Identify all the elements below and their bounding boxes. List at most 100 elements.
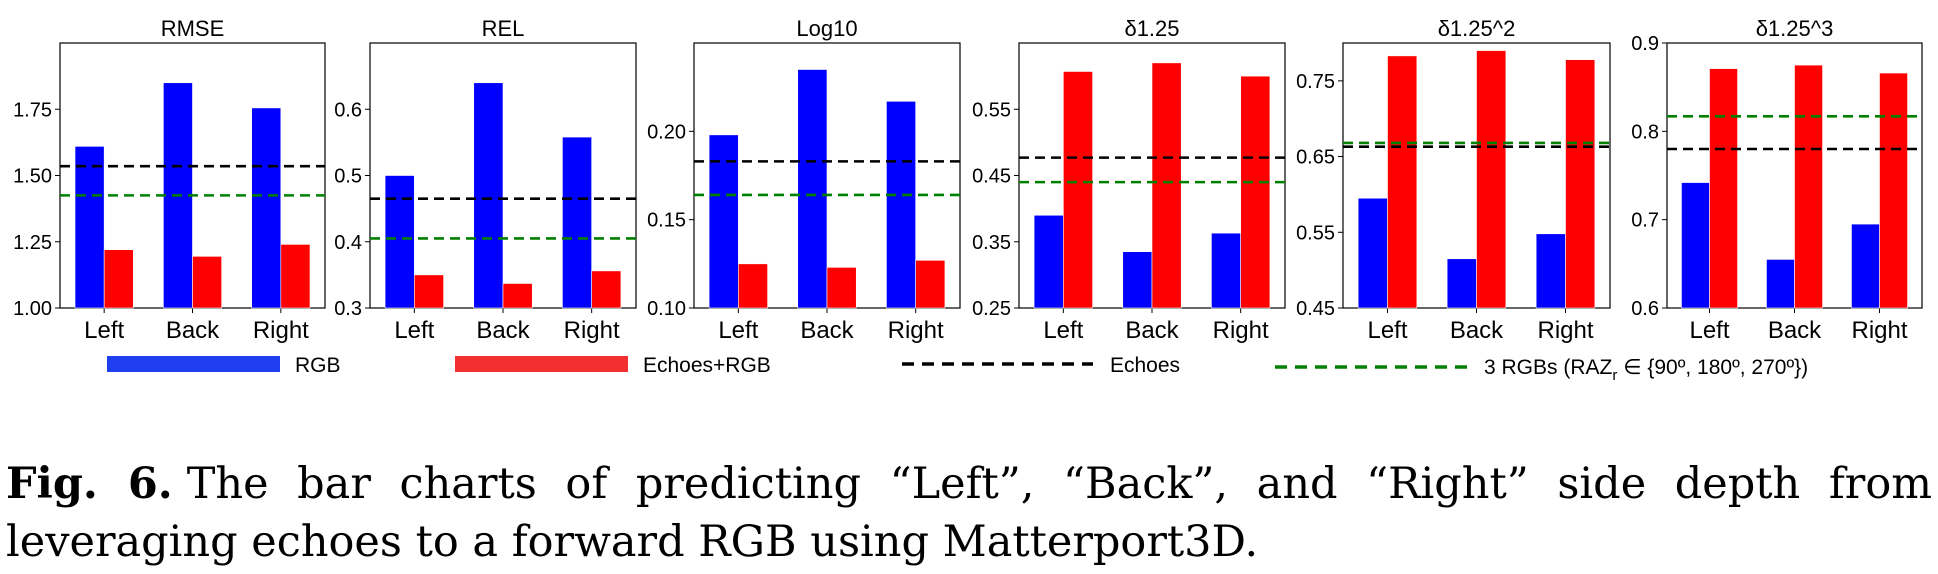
y-tick-label: 0.9 [1631, 33, 1659, 55]
y-tick-label: 1.25 [13, 232, 52, 254]
bar-rgb-right [1851, 223, 1880, 309]
legend-label-echoes: Echoes [1110, 354, 1180, 377]
x-tick-label: Back [800, 317, 854, 344]
bar-echoes-rgb-right [1565, 59, 1596, 309]
bar-echoes-rgb-back [1476, 50, 1507, 309]
legend: RGB Echoes+RGB Echoes 3 RGBs (RAZr ∈ {90… [107, 354, 1808, 384]
x-tick-label: Left [1367, 317, 1407, 344]
x-tick-label: Right [564, 317, 620, 344]
chart-panel-6: δ1.25^3 0.6 0.7 0.8 0.9 Left Back Right [1631, 16, 1923, 344]
x-tick-label: Back [1768, 317, 1822, 344]
y-tick-label: 0.15 [647, 210, 686, 232]
chart-title: REL [482, 16, 525, 41]
y-tick-label: 0.75 [1296, 71, 1335, 93]
y-tick-label: 0.55 [972, 99, 1011, 121]
chart-title: δ1.25 [1124, 16, 1179, 41]
bar-echoes-rgb-left [414, 274, 444, 309]
x-tick-label: Back [1450, 317, 1504, 344]
chart-panel-1: RMSE 1.00 1.25 1.50 1.75 Left Back Right [13, 16, 326, 344]
x-tick-label: Back [166, 317, 220, 344]
y-tick-label: 1.00 [13, 298, 52, 320]
bar-echoes-rgb-right [915, 259, 946, 309]
y-tick-label: 0.5 [334, 166, 362, 188]
x-tick-label: Back [476, 317, 530, 344]
bar-rgb-back [1446, 258, 1477, 309]
y-tick-label: 0.45 [1296, 298, 1335, 320]
bar-rgb-right [251, 107, 282, 309]
caption-text: The bar charts of predicting “Left”, “Ba… [6, 459, 1932, 567]
legend-label-3-rgbs: 3 RGBs (RAZr ∈ {90º, 180º, 270º}) [1484, 356, 1808, 384]
y-tick-label: 0.35 [972, 232, 1011, 254]
bar-rgb-right [1211, 232, 1241, 309]
figure-label: Fig. 6. [6, 459, 173, 509]
y-tick-label: 0.65 [1296, 147, 1335, 169]
x-tick-label: Left [1043, 317, 1083, 344]
bar-echoes-rgb-back [502, 283, 533, 309]
bar-echoes-rgb-left [738, 263, 768, 309]
chart-panel-5: δ1.25^2 0.45 0.55 0.65 0.75 Left Back Right [1296, 16, 1611, 344]
y-tick-label: 0.20 [647, 121, 686, 143]
bar-rgb-right [562, 136, 592, 309]
y-tick-label: 0.8 [1631, 121, 1659, 143]
bar-rgb-left [1357, 197, 1388, 309]
bar-echoes-rgb-left [103, 249, 134, 309]
y-tick-label: 0.6 [334, 99, 362, 121]
bar-echoes-rgb-right [280, 244, 311, 309]
chart-title: δ1.25^2 [1438, 16, 1516, 41]
y-tick-label: 1.75 [13, 99, 52, 121]
legend-label-echoes-rgb: Echoes+RGB [643, 354, 771, 377]
bar-rgb-left [708, 134, 739, 309]
legend-label-rgb: RGB [295, 354, 341, 377]
y-tick-label: 0.55 [1296, 222, 1335, 244]
bar-rgb-left [1033, 214, 1064, 309]
y-tick-label: 0.45 [972, 166, 1011, 188]
y-tick-label: 1.50 [13, 166, 52, 188]
x-tick-label: Back [1125, 317, 1179, 344]
chart-title: RMSE [161, 16, 225, 41]
x-tick-label: Right [1537, 317, 1593, 344]
x-tick-label: Left [394, 317, 434, 344]
bar-echoes-rgb-left [1063, 71, 1093, 309]
x-tick-label: Left [1689, 317, 1729, 344]
legend-swatch-echoes-rgb [455, 356, 628, 372]
bar-rgb-back [1122, 251, 1153, 309]
x-tick-label: Right [888, 317, 944, 344]
y-tick-label: 0.7 [1631, 210, 1659, 232]
chart-panel-4: δ1.25 0.25 0.35 0.45 0.55 Left Back Right [972, 16, 1286, 344]
bar-echoes-rgb-back [1794, 64, 1823, 309]
bar-echoes-rgb-back [192, 256, 222, 309]
y-tick-label: 0.4 [334, 232, 362, 254]
x-tick-label: Right [253, 317, 309, 344]
bar-rgb-right [1535, 233, 1566, 309]
legend-swatch-rgb [107, 356, 280, 372]
bar-echoes-rgb-back [826, 267, 857, 309]
bar-echoes-rgb-back [1151, 62, 1182, 309]
bar-echoes-rgb-right [591, 270, 622, 309]
chart-panel-3: Log10 0.10 0.15 0.20 Left Back Right [647, 16, 961, 344]
bar-echoes-rgb-left [1709, 68, 1738, 309]
figure-caption: Fig. 6. The bar charts of predicting “Lef… [6, 455, 1932, 571]
y-tick-label: 0.25 [972, 298, 1011, 320]
x-tick-label: Right [1213, 317, 1269, 344]
x-tick-label: Left [718, 317, 758, 344]
bar-rgb-back [473, 82, 504, 309]
x-tick-label: Right [1851, 317, 1907, 344]
bar-rgb-left [1681, 182, 1710, 309]
x-tick-label: Left [84, 317, 124, 344]
bar-rgb-left [384, 175, 415, 309]
bar-echoes-rgb-right [1879, 72, 1908, 309]
chart-panels: RMSE 1.00 1.25 1.50 1.75 Left Back Right REL 0.3 0… [13, 16, 1923, 344]
bar-echoes-rgb-right [1240, 75, 1271, 309]
chart-panel-2: REL 0.3 0.4 0.5 0.6 Left Back Right [334, 16, 637, 344]
bar-rgb-left [74, 146, 105, 309]
bar-rgb-back [1766, 259, 1795, 309]
chart-title: Log10 [796, 16, 857, 41]
bar-rgb-right [886, 101, 916, 309]
y-tick-label: 0.6 [1631, 298, 1659, 320]
y-tick-label: 0.3 [334, 298, 362, 320]
y-tick-label: 0.10 [647, 298, 686, 320]
bar-rgb-back [797, 69, 828, 309]
bar-echoes-rgb-left [1387, 55, 1418, 309]
chart-title: δ1.25^3 [1756, 16, 1834, 41]
